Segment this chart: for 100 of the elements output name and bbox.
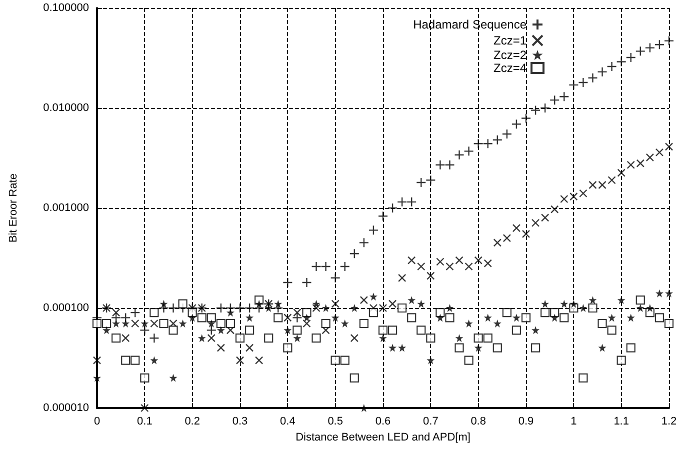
point <box>570 300 578 308</box>
point <box>198 334 206 342</box>
point <box>493 319 502 328</box>
point <box>550 314 559 322</box>
point <box>331 300 340 308</box>
x-tick-label: 0.9 <box>518 416 534 428</box>
point <box>598 180 606 190</box>
point <box>531 218 540 227</box>
point <box>588 296 597 304</box>
point <box>426 272 435 280</box>
point <box>293 334 302 342</box>
point <box>464 262 473 271</box>
point <box>112 319 120 328</box>
x-tick-label: 0.2 <box>184 416 200 428</box>
x-tick-label: 1.1 <box>614 416 629 428</box>
point <box>579 189 588 198</box>
point <box>150 356 158 364</box>
x-tick-label: 1 <box>570 416 577 428</box>
point <box>512 224 521 232</box>
point <box>464 319 473 328</box>
y-tick-label: 0.000010 <box>43 402 89 414</box>
point <box>122 319 130 328</box>
point <box>302 319 311 328</box>
point <box>360 296 368 304</box>
point <box>541 300 550 308</box>
point <box>379 334 387 342</box>
point <box>617 296 626 304</box>
point <box>446 304 454 312</box>
point <box>408 296 416 304</box>
point <box>446 262 454 271</box>
point <box>178 319 187 328</box>
y-tick-label: 0.000100 <box>43 302 89 314</box>
x-tick-label: 0.1 <box>137 416 152 428</box>
point <box>588 180 597 190</box>
point <box>598 344 606 352</box>
point <box>378 304 388 312</box>
point <box>474 344 482 352</box>
point <box>284 314 292 322</box>
point <box>254 356 264 364</box>
point <box>160 300 168 308</box>
point <box>92 356 102 364</box>
point <box>226 326 235 334</box>
point <box>264 304 273 312</box>
point <box>426 356 435 364</box>
point <box>646 153 654 162</box>
point <box>198 304 206 312</box>
point <box>550 205 559 214</box>
point <box>264 300 273 308</box>
point <box>246 314 254 322</box>
x-tick-label: 0.8 <box>470 416 486 428</box>
y-axis-title: Bit Eroor Rate <box>8 173 20 243</box>
point <box>140 404 149 412</box>
point <box>502 234 512 242</box>
point <box>274 300 282 308</box>
point <box>207 319 216 328</box>
point <box>350 334 358 342</box>
point <box>484 314 492 322</box>
point <box>665 289 673 298</box>
point <box>140 319 149 328</box>
point <box>436 258 444 266</box>
y-tick-label: 0.010000 <box>43 102 89 114</box>
point <box>388 300 397 308</box>
legend-label: Hadamard Sequence <box>413 18 527 32</box>
x-tick-label: 0.3 <box>232 416 248 428</box>
point <box>169 319 178 328</box>
point <box>226 308 234 317</box>
point <box>188 314 196 322</box>
point <box>131 319 140 328</box>
point <box>236 356 244 364</box>
point <box>388 344 397 352</box>
point <box>216 326 225 334</box>
point <box>655 148 664 156</box>
point <box>169 374 178 382</box>
point <box>312 304 320 312</box>
legend-label: Zcz=2 <box>493 48 527 62</box>
point <box>540 214 550 222</box>
point <box>150 319 158 328</box>
point <box>646 304 654 312</box>
point <box>655 289 664 298</box>
x-tick-label: 0.6 <box>375 416 391 428</box>
point <box>245 344 254 352</box>
point <box>608 176 616 184</box>
point <box>322 304 330 312</box>
point <box>408 256 416 264</box>
point <box>560 300 568 308</box>
point <box>398 344 406 352</box>
point <box>331 314 340 322</box>
point <box>122 334 130 342</box>
point <box>322 326 330 334</box>
point <box>398 274 406 282</box>
point <box>369 292 378 301</box>
point <box>216 344 226 352</box>
point <box>417 262 426 271</box>
legend-label: Zcz=1 <box>493 34 527 48</box>
x-tick-label: 0.7 <box>423 416 438 428</box>
point <box>579 304 588 312</box>
point <box>626 314 635 322</box>
point <box>522 230 530 238</box>
x-tick-label: 1.2 <box>661 416 677 428</box>
point <box>302 314 311 322</box>
